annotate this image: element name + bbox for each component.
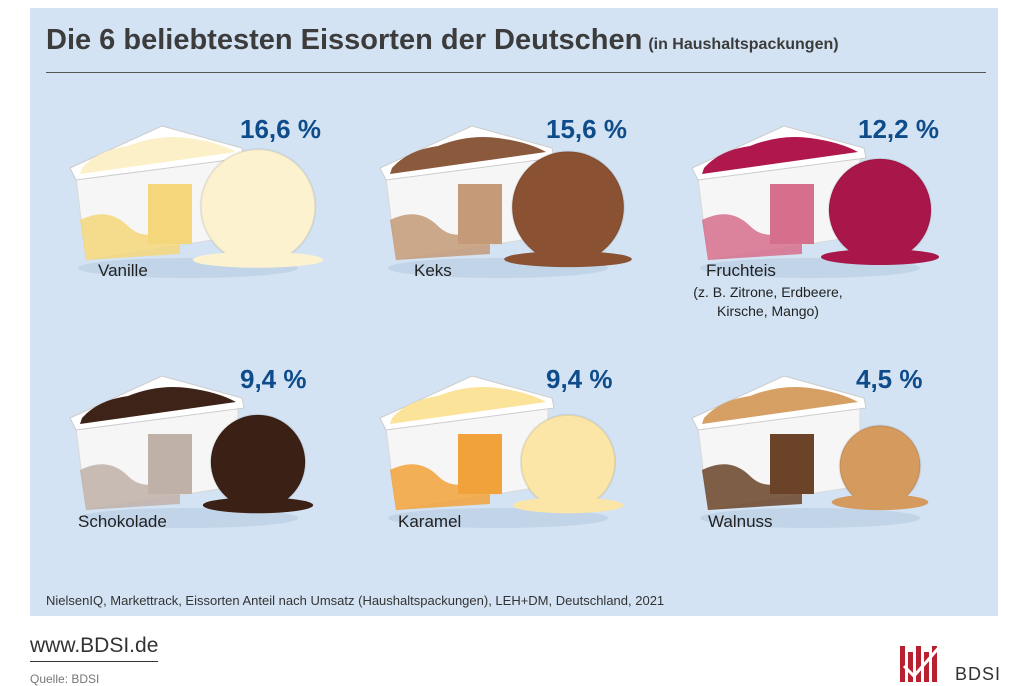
ice-scoop [827, 157, 933, 262]
bdsi-logo-icon [900, 643, 944, 682]
ice-surface [702, 387, 858, 424]
note-line-1: (z. B. Zitrone, Erdbeere, [693, 284, 843, 300]
title-divider [46, 72, 986, 73]
scoop-drip [504, 251, 632, 268]
note-line-2: Kirsche, Mango) [717, 303, 819, 319]
category-label: Walnuss [708, 512, 773, 531]
ice-scoop [209, 413, 307, 511]
shadow [388, 508, 608, 528]
chart-subtitle: (in Haushaltspackungen) [648, 36, 839, 53]
fruchteis-note: (z. B. Zitrone, Erdbeere, Kirsche, Mango… [668, 283, 868, 321]
ice-scoop [199, 148, 317, 265]
ice-scoop [519, 413, 617, 511]
ice-scoop [511, 150, 625, 265]
tub-label [770, 184, 814, 244]
value-label: 9,4 % [546, 364, 613, 394]
category-label: Schokolade [78, 512, 167, 531]
value-label: 4,5 % [856, 364, 923, 394]
tub-label [148, 184, 192, 244]
flavor-item-schokolade: 9,4 % Schokolade [68, 358, 368, 588]
tub-label [770, 434, 814, 494]
scoop-drip [202, 497, 314, 514]
category-label: Vanille [98, 261, 148, 280]
ice-surface [702, 137, 858, 174]
shadow [78, 508, 298, 528]
bdsi-logo-text: BDSI [955, 664, 1002, 684]
tub-band [390, 214, 490, 260]
chart-title-text: Die 6 beliebtesten Eissorten der Deutsch… [46, 24, 643, 56]
ice-surface [390, 137, 546, 174]
vanille-icon [69, 125, 324, 278]
scoop-drip [512, 497, 624, 514]
scoop-drip [831, 494, 929, 511]
scoop-drip [820, 248, 940, 265]
ice-surface [80, 137, 236, 174]
category-label: Fruchteis [706, 261, 776, 280]
tub-band [80, 464, 180, 510]
flavor-item-keks: 15,6 % Keks [378, 108, 678, 338]
scoop-drip [192, 251, 324, 268]
flavor-item-fruchteis: 12,2 % Fruchteis (z. B. Zitrone, Erdbeer… [690, 108, 990, 338]
chart-panel: Die 6 beliebtesten Eissorten der Deutsch… [30, 8, 998, 616]
flavor-item-vanille: 16,6 % Vanille [68, 108, 368, 338]
flavor-item-walnuss: 4,5 % Walnuss [690, 358, 990, 588]
tub-band [80, 214, 180, 260]
tub-label [458, 184, 502, 244]
ice-surface [390, 387, 546, 424]
keks-icon [379, 125, 632, 278]
tub-band [702, 214, 802, 260]
value-label: 16,6 % [240, 114, 321, 144]
bdsi-website-link[interactable]: www.BDSI.de [30, 634, 159, 662]
value-label: 15,6 % [546, 114, 627, 144]
source-note: NielsenIQ, Markettrack, Eissorten Anteil… [46, 593, 665, 608]
schokolade-icon [69, 375, 314, 528]
tub-band [702, 464, 802, 510]
karamel-icon [379, 375, 624, 528]
category-label: Karamel [398, 512, 462, 531]
ice-surface [80, 387, 236, 424]
shadow [700, 508, 920, 528]
walnuss-icon [691, 375, 929, 528]
tub-label [458, 434, 502, 494]
quelle-note: Quelle: BDSI [30, 672, 100, 686]
chart-title: Die 6 beliebtesten Eissorten der Deutsch… [46, 24, 839, 57]
ice-scoop [838, 424, 922, 508]
value-label: 12,2 % [858, 114, 939, 144]
value-label: 9,4 % [240, 364, 307, 394]
tub-label [148, 434, 192, 494]
fruchteis-icon [691, 125, 940, 278]
flavor-item-karamel: 9,4 % Karamel [378, 358, 678, 588]
tub-band [390, 464, 490, 510]
category-label: Keks [414, 261, 452, 280]
